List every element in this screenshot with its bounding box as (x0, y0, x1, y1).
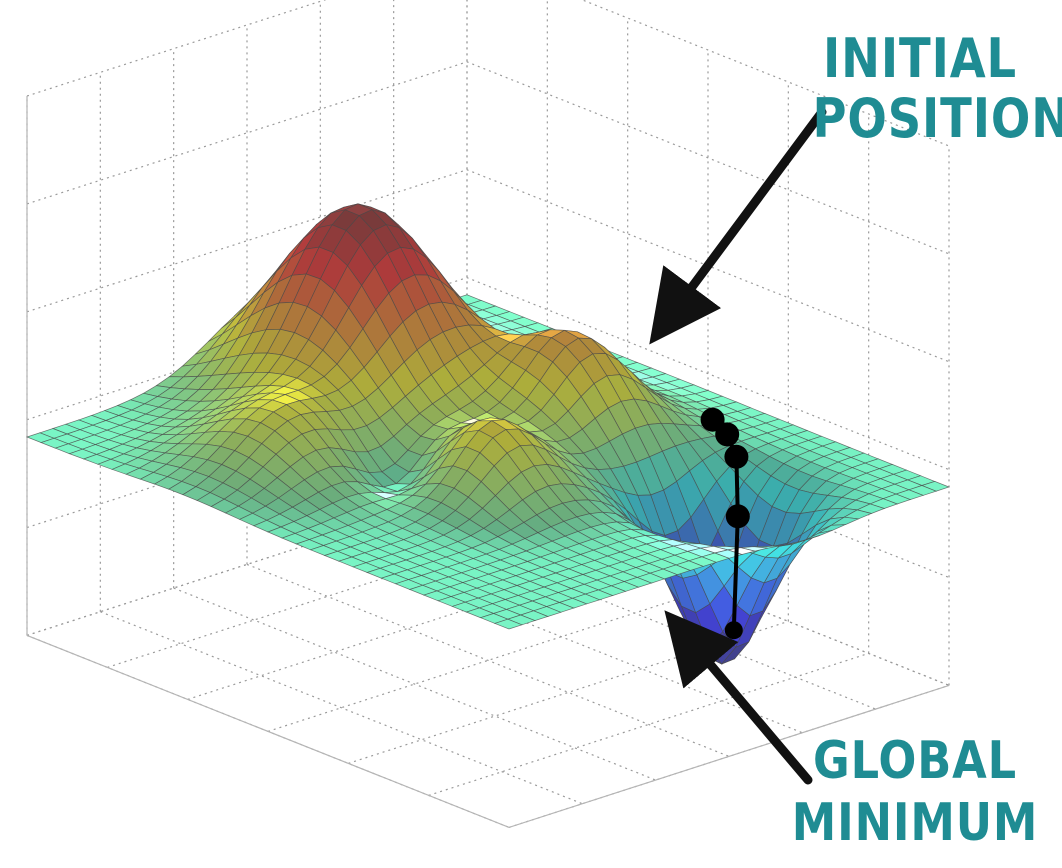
global-minimum-line2: MINIMUM (791, 793, 1039, 853)
global-minimum-label: GLOBAL MINIMUM (790, 735, 1039, 849)
descent-path (700, 407, 750, 640)
axes-edge (26, 634, 950, 829)
floor-grid-line (428, 652, 869, 796)
grid-line (26, 61, 950, 255)
floor-grid-line (320, 540, 803, 734)
trajectory-point (715, 422, 740, 447)
trajectory-point (725, 504, 750, 529)
trajectory-point (724, 621, 743, 640)
initial-position-line1: INITIAL (823, 27, 1017, 90)
annotation-arrows (649, 107, 827, 785)
trajectory-point (724, 444, 749, 469)
grid-line (26, 277, 950, 471)
surface-mesh (25, 203, 951, 665)
grid-line (26, 169, 950, 363)
floor-grid-line (173, 587, 656, 781)
global-minimum-line1: GLOBAL (813, 731, 1017, 791)
arrow-to-global-minimum (664, 610, 813, 785)
arrow-to-initial-position (649, 107, 827, 345)
floor-grid-line (100, 611, 583, 805)
surface-patch (493, 618, 523, 630)
initial-position-label: INITIAL POSITION (812, 27, 1062, 150)
floor-grid-line (246, 563, 730, 757)
trajectory-point (700, 407, 725, 432)
initial-position-line2: POSITION (812, 87, 1062, 150)
